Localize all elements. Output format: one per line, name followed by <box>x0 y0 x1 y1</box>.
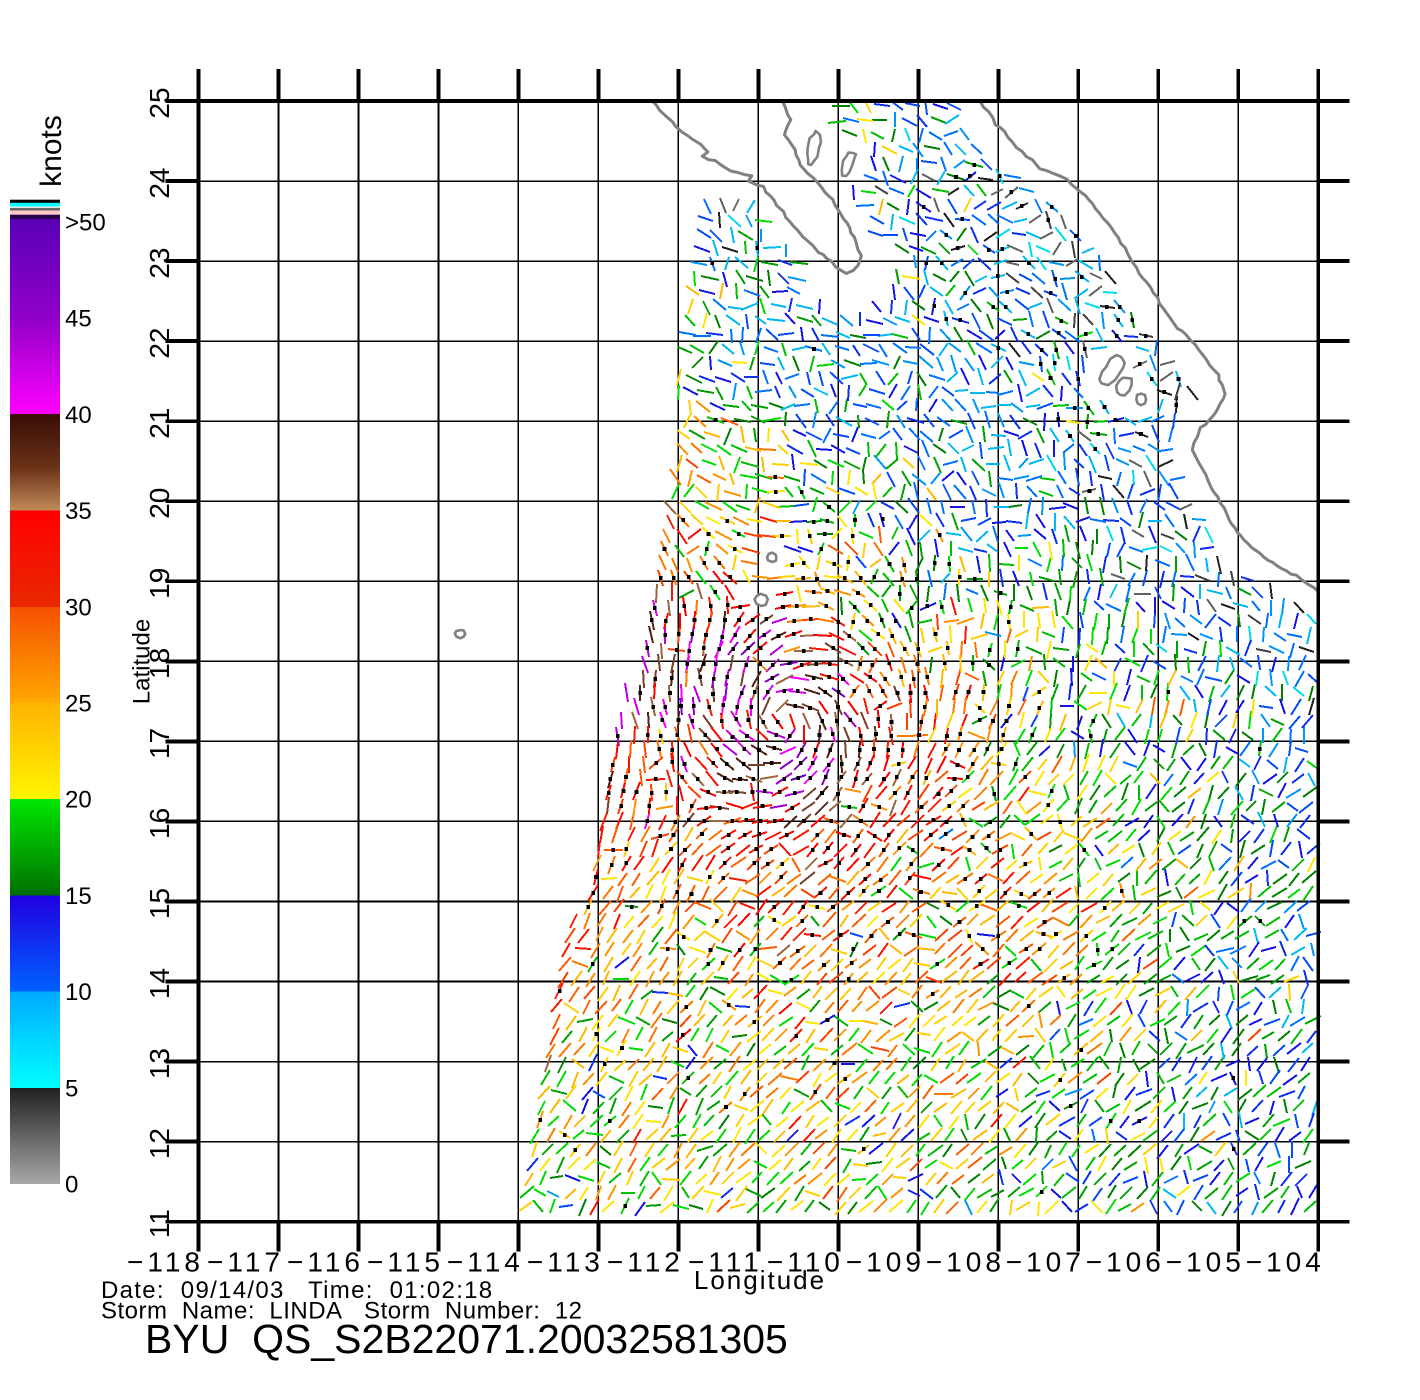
svg-text:−113: −113 <box>527 1247 604 1278</box>
svg-text:45: 45 <box>65 306 92 333</box>
svg-text:21: 21 <box>144 408 175 439</box>
svg-text:−110: −110 <box>767 1247 844 1278</box>
svg-text:11: 11 <box>144 1209 175 1238</box>
svg-text:12: 12 <box>144 1128 175 1159</box>
svg-text:Latitude: Latitude <box>129 619 156 704</box>
svg-text:>50: >50 <box>65 210 106 237</box>
svg-text:−105: −105 <box>1166 1247 1245 1278</box>
svg-text:BYU QS_S2B22071.20032581305: BYU QS_S2B22071.20032581305 <box>145 1316 788 1362</box>
svg-text:15: 15 <box>144 888 175 919</box>
svg-text:10: 10 <box>65 979 92 1006</box>
svg-text:−106: −106 <box>1086 1247 1165 1278</box>
svg-text:24: 24 <box>144 168 175 199</box>
svg-text:5: 5 <box>65 1075 78 1102</box>
svg-text:Date: 09/14/03 Time: 01:02: Date: 09/14/03 Time: 01:02:18 <box>101 1277 493 1304</box>
svg-text:20: 20 <box>65 787 92 814</box>
svg-text:−116: −116 <box>287 1247 364 1278</box>
svg-text:35: 35 <box>65 498 92 525</box>
svg-text:23: 23 <box>144 248 175 279</box>
svg-text:25: 25 <box>144 87 175 118</box>
svg-text:16: 16 <box>144 808 175 839</box>
svg-text:15: 15 <box>65 883 92 910</box>
svg-text:25: 25 <box>65 691 92 718</box>
svg-text:Longitude: Longitude <box>694 1265 826 1295</box>
svg-text:30: 30 <box>65 594 92 621</box>
svg-text:19: 19 <box>144 568 175 599</box>
svg-text:22: 22 <box>144 328 175 359</box>
svg-text:14: 14 <box>144 968 175 999</box>
svg-text:−118: −118 <box>127 1247 204 1278</box>
svg-text:18: 18 <box>144 648 175 679</box>
svg-text:13: 13 <box>144 1048 175 1079</box>
svg-text:−114: −114 <box>447 1247 524 1278</box>
svg-text:−109: −109 <box>846 1247 925 1278</box>
svg-text:−115: −115 <box>367 1247 444 1278</box>
svg-text:20: 20 <box>144 488 175 519</box>
svg-text:−111: −111 <box>688 1247 763 1278</box>
svg-text:17: 17 <box>144 728 175 759</box>
svg-text:−117: −117 <box>207 1247 284 1278</box>
svg-text:−112: −112 <box>607 1247 684 1278</box>
svg-text:0: 0 <box>65 1172 78 1199</box>
svg-text:Storm Name: LINDA Storm N: Storm Name: LINDA Storm Number: 12 <box>101 1297 582 1324</box>
svg-text:−107: −107 <box>1006 1247 1085 1278</box>
svg-text:knots: knots <box>35 115 68 187</box>
svg-text:40: 40 <box>65 402 92 429</box>
svg-text:−104: −104 <box>1246 1247 1325 1278</box>
svg-text:−108: −108 <box>926 1247 1005 1278</box>
